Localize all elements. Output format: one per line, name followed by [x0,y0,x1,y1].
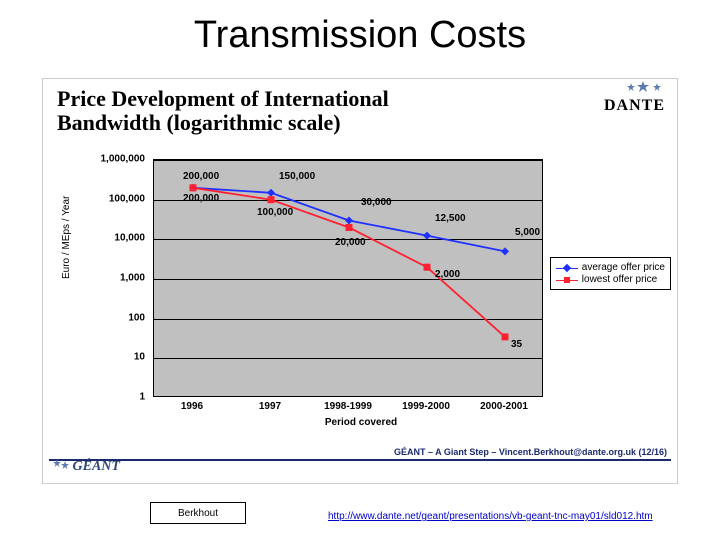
dante-stars-icon [604,85,665,97]
x-axis-title: Period covered [43,417,679,428]
val-avg-1998: 30,000 [361,197,392,208]
y-tick-10000: 10,000 [114,233,145,244]
y-tick-100: 100 [128,312,145,323]
y-tick-1: 1 [139,392,145,403]
geant-logo: GÉANT [53,458,120,475]
y-tick-1000000: 1,000,000 [101,154,146,165]
attribution-text: Berkhout [178,508,218,519]
chart-footer-credit: GÉANT – A Giant Step – Vincent.Berkhout@… [394,447,667,457]
source-link[interactable]: http://www.dante.net/geant/presentations… [328,511,653,522]
y-tick-10: 10 [134,352,145,363]
chart-footer-rule [49,459,671,461]
grid-line [154,358,542,359]
y-tick-100000: 100,000 [109,193,145,204]
chart-title: Price Development of International Bandw… [57,87,389,135]
legend-swatch-lowest [556,276,578,284]
val-low-1998: 20,000 [335,237,366,248]
grid-line [154,279,542,280]
series-lowest-markers [190,184,509,340]
val-low-2000: 35 [511,339,522,350]
chart-title-line1: Price Development of International [57,87,389,111]
val-avg-1997: 150,000 [279,171,315,182]
legend-label-lowest: lowest offer price [582,274,657,285]
x-tick-1997: 1997 [259,401,281,412]
chart-frame: Price Development of International Bandw… [42,78,678,484]
legend-item-average: average offer price [556,262,665,273]
x-tick-2000: 2000-2001 [480,401,528,412]
val-avg-1996: 200,000 [183,171,219,182]
legend-swatch-average [556,264,578,272]
slide-title: Transmission Costs [0,14,720,57]
val-avg-2000: 5,000 [515,227,540,238]
geant-stars-icon [53,458,69,472]
grid-line [154,160,542,161]
val-low-1997: 100,000 [257,207,293,218]
legend: average offer price lowest offer price [550,257,671,290]
legend-label-average: average offer price [582,262,665,273]
val-low-1999: 2,000 [435,269,460,280]
y-axis-title: Euro / MEps / Year [61,196,72,279]
dante-logo: DANTE [604,85,665,115]
dante-text: DANTE [604,97,665,114]
y-tick-1000: 1,000 [120,273,145,284]
val-low-1996: 200,000 [183,193,219,204]
x-tick-1999: 1999-2000 [402,401,450,412]
x-tick-1998: 1998-1999 [324,401,372,412]
series-lowest-line [193,188,505,337]
attribution-box: Berkhout [150,502,246,524]
geant-text: GÉANT [73,459,120,474]
legend-item-lowest: lowest offer price [556,274,665,285]
x-tick-1996: 1996 [181,401,203,412]
grid-line [154,319,542,320]
val-avg-1999: 12,500 [435,213,466,224]
chart-title-line2: Bandwidth (logarithmic scale) [57,111,389,135]
